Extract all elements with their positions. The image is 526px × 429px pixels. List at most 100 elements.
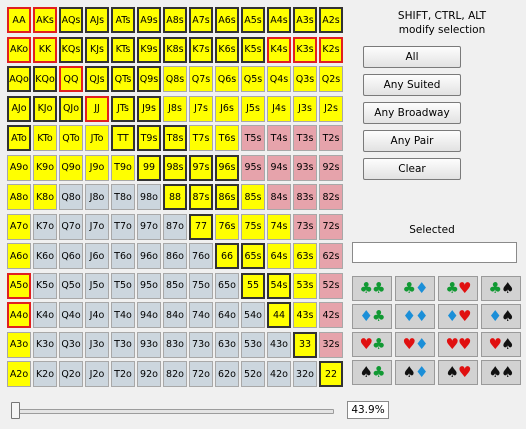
hand-cell[interactable]: 87s: [189, 184, 213, 210]
hand-cell[interactable]: KQs: [59, 36, 83, 63]
hand-cell[interactable]: AJo: [7, 95, 31, 122]
hand-cell[interactable]: A4o: [7, 302, 31, 328]
hand-cell[interactable]: QQ: [59, 66, 83, 92]
hand-cell[interactable]: 82o: [163, 361, 187, 387]
hand-cell[interactable]: K8s: [163, 36, 187, 63]
hand-cell[interactable]: 62o: [215, 361, 239, 387]
hand-cell[interactable]: 43o: [267, 331, 291, 358]
hand-cell[interactable]: Q8o: [59, 184, 83, 210]
hand-cell[interactable]: 63o: [215, 331, 239, 358]
hand-cell[interactable]: K6o: [33, 243, 57, 269]
hand-cell[interactable]: K3o: [33, 331, 57, 358]
hand-cell[interactable]: K9o: [33, 154, 57, 181]
hand-cell[interactable]: 72o: [189, 361, 213, 387]
suit-combo-spade-club[interactable]: ♠ ♣: [352, 360, 392, 385]
hand-cell[interactable]: TT: [111, 125, 135, 151]
hand-cell[interactable]: 92s: [319, 154, 343, 181]
hand-cell[interactable]: A7s: [189, 7, 213, 33]
any-suited-button[interactable]: Any Suited: [363, 74, 461, 96]
hand-cell[interactable]: T5o: [111, 272, 135, 299]
hand-cell[interactable]: J9o: [85, 154, 109, 181]
hand-cell[interactable]: 96o: [137, 243, 161, 269]
hand-cell[interactable]: K2o: [33, 361, 57, 387]
hand-cell[interactable]: AQo: [7, 66, 31, 92]
suit-combo-spade-heart[interactable]: ♠ ♥: [438, 360, 478, 385]
hand-cell[interactable]: A6s: [215, 7, 239, 33]
hand-cell[interactable]: 84o: [163, 302, 187, 328]
hand-cell[interactable]: J6s: [215, 95, 239, 122]
hand-cell[interactable]: 53o: [241, 331, 265, 358]
hand-cell[interactable]: 53s: [293, 272, 317, 299]
hand-cell[interactable]: T5s: [241, 125, 265, 151]
hand-cell[interactable]: T8o: [111, 184, 135, 210]
clear-button[interactable]: Clear: [363, 158, 461, 180]
hand-cell[interactable]: 62s: [319, 243, 343, 269]
all-button[interactable]: All: [363, 46, 461, 68]
hand-cell[interactable]: ATo: [7, 125, 31, 151]
hand-cell[interactable]: Q3o: [59, 331, 83, 358]
hand-cell[interactable]: 54s: [267, 272, 291, 299]
hand-cell[interactable]: T4o: [111, 302, 135, 328]
any-pair-button[interactable]: Any Pair: [363, 130, 461, 152]
hand-cell[interactable]: 65o: [215, 272, 239, 299]
hand-cell[interactable]: 76s: [215, 213, 239, 240]
hand-cell[interactable]: Q2s: [319, 66, 343, 92]
hand-cell[interactable]: J8s: [163, 95, 187, 122]
hand-cell[interactable]: 73s: [293, 213, 317, 240]
hand-cell[interactable]: J2s: [319, 95, 343, 122]
hand-cell[interactable]: Q7s: [189, 66, 213, 92]
hand-cell[interactable]: Q9o: [59, 154, 83, 181]
hand-cell[interactable]: 74o: [189, 302, 213, 328]
hand-cell[interactable]: Q8s: [163, 66, 187, 92]
hand-cell[interactable]: 95o: [137, 272, 161, 299]
hand-cell[interactable]: K5o: [33, 272, 57, 299]
hand-cell[interactable]: 42s: [319, 302, 343, 328]
hand-cell[interactable]: KTs: [111, 36, 135, 63]
hand-cell[interactable]: A3s: [293, 7, 317, 33]
hand-cell[interactable]: AQs: [59, 7, 83, 33]
suit-combo-heart-heart[interactable]: ♥ ♥: [438, 332, 478, 357]
hand-cell[interactable]: KK: [33, 36, 57, 63]
hand-cell[interactable]: 82s: [319, 184, 343, 210]
hand-cell[interactable]: J7s: [189, 95, 213, 122]
hand-cell[interactable]: Q3s: [293, 66, 317, 92]
hand-cell[interactable]: Q6o: [59, 243, 83, 269]
hand-cell[interactable]: J3s: [293, 95, 317, 122]
hand-cell[interactable]: AJs: [85, 7, 109, 33]
hand-cell[interactable]: 85o: [163, 272, 187, 299]
hand-cell[interactable]: Q5s: [241, 66, 265, 92]
hand-cell[interactable]: 93o: [137, 331, 161, 358]
hand-cell[interactable]: K6s: [215, 36, 239, 63]
hand-cell[interactable]: 54o: [241, 302, 265, 328]
hand-cell[interactable]: 43s: [293, 302, 317, 328]
hand-cell[interactable]: 94o: [137, 302, 161, 328]
hand-cell[interactable]: J2o: [85, 361, 109, 387]
hand-cell[interactable]: T6o: [111, 243, 135, 269]
hand-cell[interactable]: 97o: [137, 213, 161, 240]
hand-cell[interactable]: JTs: [111, 95, 135, 122]
hand-cell[interactable]: J4s: [267, 95, 291, 122]
hand-cell[interactable]: AKs: [33, 7, 57, 33]
hand-cell[interactable]: T2s: [319, 125, 343, 151]
hand-cell[interactable]: A5s: [241, 7, 265, 33]
hand-cell[interactable]: 86s: [215, 184, 239, 210]
hand-cell[interactable]: 84s: [267, 184, 291, 210]
hand-cell[interactable]: T9s: [137, 125, 161, 151]
hand-cell[interactable]: T4s: [267, 125, 291, 151]
hand-cell[interactable]: 75s: [241, 213, 265, 240]
hand-cell[interactable]: KJo: [33, 95, 57, 122]
hand-cell[interactable]: Q6s: [215, 66, 239, 92]
any-broadway-button[interactable]: Any Broadway: [363, 102, 461, 124]
suit-combo-diamond-spade[interactable]: ♦ ♠: [481, 304, 521, 329]
hand-cell[interactable]: 52s: [319, 272, 343, 299]
suit-combo-diamond-heart[interactable]: ♦ ♥: [438, 304, 478, 329]
hand-cell[interactable]: 94s: [267, 154, 291, 181]
hand-cell[interactable]: A2o: [7, 361, 31, 387]
suit-combo-club-diamond[interactable]: ♣ ♦: [395, 276, 435, 301]
hand-cell[interactable]: A4s: [267, 7, 291, 33]
hand-cell[interactable]: Q4o: [59, 302, 83, 328]
hand-cell[interactable]: JJ: [85, 95, 109, 122]
hand-cell[interactable]: J5o: [85, 272, 109, 299]
hand-cell[interactable]: Q2o: [59, 361, 83, 387]
hand-cell[interactable]: AKo: [7, 36, 31, 63]
